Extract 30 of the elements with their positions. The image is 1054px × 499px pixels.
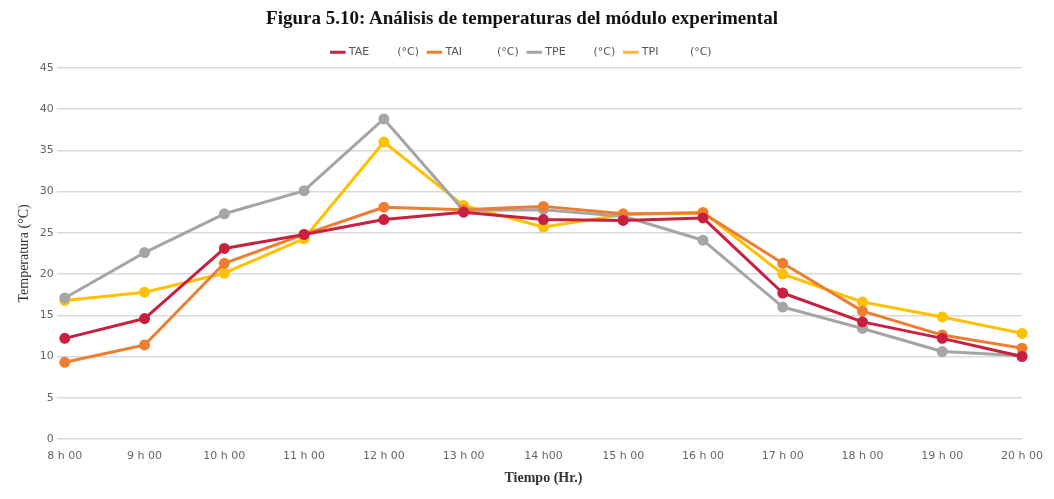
y-tick-label: 15	[39, 308, 54, 322]
x-tick-label: 10 h 00	[203, 449, 246, 463]
y-axis-title: Temperatura (°C)	[16, 203, 33, 303]
x-tick-label: 18 h 00	[841, 449, 884, 463]
legend-label: TPI (°C)	[640, 45, 712, 59]
x-tick-label: 16 h 00	[681, 449, 724, 463]
x-tick-label: 15 h 00	[602, 449, 645, 463]
y-tick-label: 30	[39, 184, 54, 198]
legend-label: TAI (°C)	[444, 45, 519, 59]
chart-title: Figura 5.10: Análisis de temperaturas del módulo experimental	[266, 7, 778, 29]
x-tick-label: 20 h 00	[1001, 449, 1043, 463]
x-tick-label: 9 h 00	[127, 449, 163, 463]
y-tick-label: 20	[39, 266, 54, 280]
x-tick-label: 12 h 00	[362, 449, 405, 463]
y-tick-label: 45	[39, 60, 54, 74]
x-tick-label: 11 h 00	[283, 449, 326, 463]
y-tick-label: 35	[39, 143, 54, 157]
x-tick-label: 19 h 00	[921, 449, 964, 463]
y-tick-label: 5	[46, 390, 54, 404]
y-tick-label: 10	[39, 349, 54, 363]
x-tick-label: 13 h 00	[442, 449, 485, 463]
x-tick-label: 14 h00	[524, 449, 563, 463]
y-tick-label: 0	[46, 431, 54, 445]
x-tick-label: 17 h 00	[761, 449, 804, 463]
legend-label: TAE (°C)	[347, 45, 419, 59]
x-axis-title: Tiempo (Hr.)	[504, 470, 583, 487]
x-tick-label: 8 h 00	[47, 449, 83, 463]
legend-label: TPE (°C)	[544, 45, 616, 59]
y-tick-label: 25	[39, 225, 54, 239]
y-tick-label: 40	[39, 101, 54, 115]
